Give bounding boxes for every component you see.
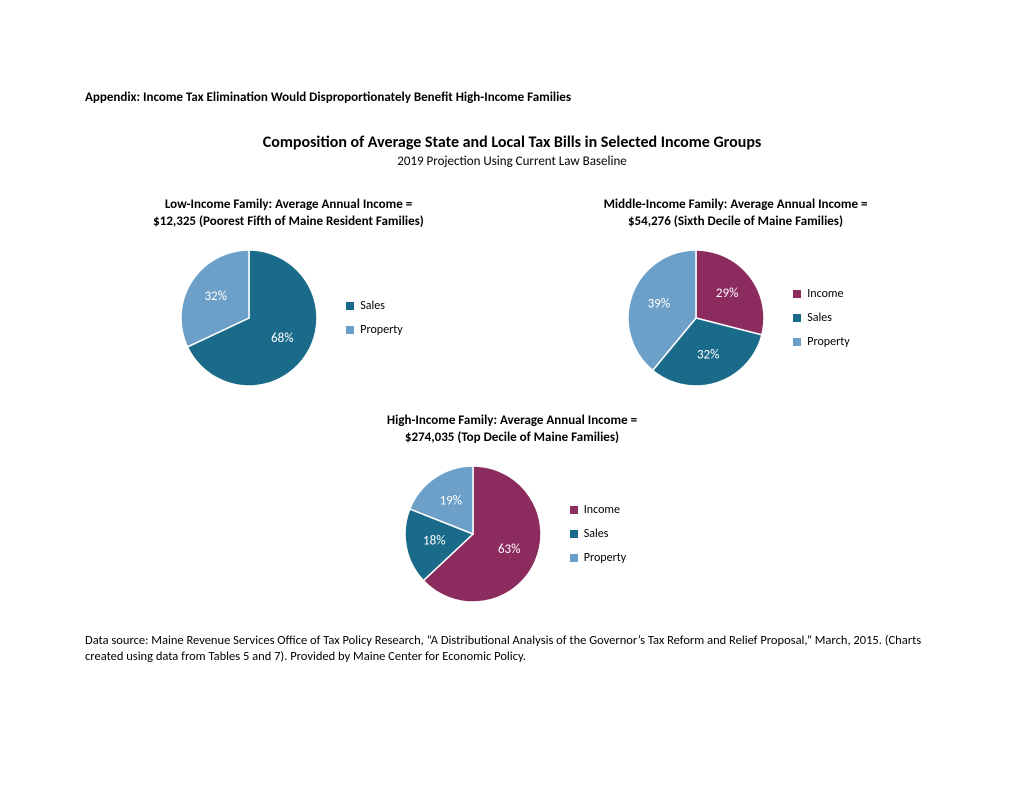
legend-item-income: Income bbox=[570, 503, 620, 517]
legend-label-property: Property bbox=[807, 335, 849, 349]
pie-slice-label-income: 63% bbox=[498, 541, 520, 556]
legend-swatch-sales bbox=[346, 302, 354, 310]
appendix-line: Appendix: Income Tax Elimination Would D… bbox=[85, 90, 939, 105]
legend-label-property: Property bbox=[360, 323, 402, 337]
chart-middle-body: 29% 32% 39% Income Sales Property bbox=[532, 243, 939, 393]
pie-low: 68% 32% bbox=[174, 243, 324, 393]
chart-high-body: 63% 18% 19% Income Sales Property bbox=[272, 459, 752, 609]
chart-middle-title-line2: $54,276 (Sixth Decile of Maine Families) bbox=[628, 214, 843, 229]
pie-slice-label-sales: 32% bbox=[697, 347, 719, 362]
legend-swatch-sales bbox=[570, 530, 578, 538]
chart-low-body: 68% 32% Sales Property bbox=[85, 243, 492, 393]
legend-swatch-income bbox=[570, 506, 578, 514]
legend-low: Sales Property bbox=[346, 299, 402, 337]
legend-item-sales: Sales bbox=[570, 527, 609, 541]
chart-low-title-line2: $12,325 (Poorest Fifth of Maine Resident… bbox=[153, 214, 424, 229]
chart-row-top: Low-Income Family: Average Annual Income… bbox=[85, 197, 939, 393]
legend-label-sales: Sales bbox=[807, 311, 832, 325]
pie-slice-label-sales: 68% bbox=[271, 331, 293, 346]
legend-label-income: Income bbox=[584, 503, 620, 517]
chart-middle-title: Middle-Income Family: Average Annual Inc… bbox=[532, 197, 939, 231]
pie-slice-label-sales: 18% bbox=[423, 533, 445, 548]
chart-middle-income: Middle-Income Family: Average Annual Inc… bbox=[532, 197, 939, 393]
pie-slice-label-property: 19% bbox=[439, 493, 461, 508]
legend-item-sales: Sales bbox=[346, 299, 385, 313]
legend-label-sales: Sales bbox=[360, 299, 385, 313]
legend-item-property: Property bbox=[793, 335, 849, 349]
main-title: Composition of Average State and Local T… bbox=[85, 133, 939, 152]
chart-high-title: High-Income Family: Average Annual Incom… bbox=[272, 413, 752, 447]
legend-item-property: Property bbox=[346, 323, 402, 337]
subtitle: 2019 Projection Using Current Law Baseli… bbox=[85, 154, 939, 169]
legend-item-property: Property bbox=[570, 551, 626, 565]
pie-high: 63% 18% 19% bbox=[398, 459, 548, 609]
legend-high: Income Sales Property bbox=[570, 503, 626, 565]
legend-label-income: Income bbox=[807, 287, 843, 301]
pie-slice-label-property: 39% bbox=[648, 297, 670, 312]
legend-label-sales: Sales bbox=[584, 527, 609, 541]
legend-swatch-property bbox=[570, 554, 578, 562]
legend-swatch-property bbox=[346, 326, 354, 334]
chart-low-title-line1: Low-Income Family: Average Annual Income… bbox=[165, 197, 412, 212]
pie-slice-label-property: 32% bbox=[205, 289, 227, 304]
legend-label-property: Property bbox=[584, 551, 626, 565]
chart-high-title-line1: High-Income Family: Average Annual Incom… bbox=[387, 413, 637, 428]
chart-high-title-line2: $274,035 (Top Decile of Maine Families) bbox=[405, 430, 619, 445]
pie-middle: 29% 32% 39% bbox=[621, 243, 771, 393]
legend-swatch-property bbox=[793, 338, 801, 346]
legend-middle: Income Sales Property bbox=[793, 287, 849, 349]
pie-slice-label-income: 29% bbox=[716, 286, 738, 301]
legend-swatch-income bbox=[793, 290, 801, 298]
legend-item-sales: Sales bbox=[793, 311, 832, 325]
chart-low-title: Low-Income Family: Average Annual Income… bbox=[85, 197, 492, 231]
chart-high-income: High-Income Family: Average Annual Incom… bbox=[272, 413, 752, 609]
chart-low-income: Low-Income Family: Average Annual Income… bbox=[85, 197, 492, 393]
legend-swatch-sales bbox=[793, 314, 801, 322]
legend-item-income: Income bbox=[793, 287, 843, 301]
chart-middle-title-line1: Middle-Income Family: Average Annual Inc… bbox=[604, 197, 868, 212]
data-source: Data source: Maine Revenue Services Offi… bbox=[85, 633, 939, 666]
